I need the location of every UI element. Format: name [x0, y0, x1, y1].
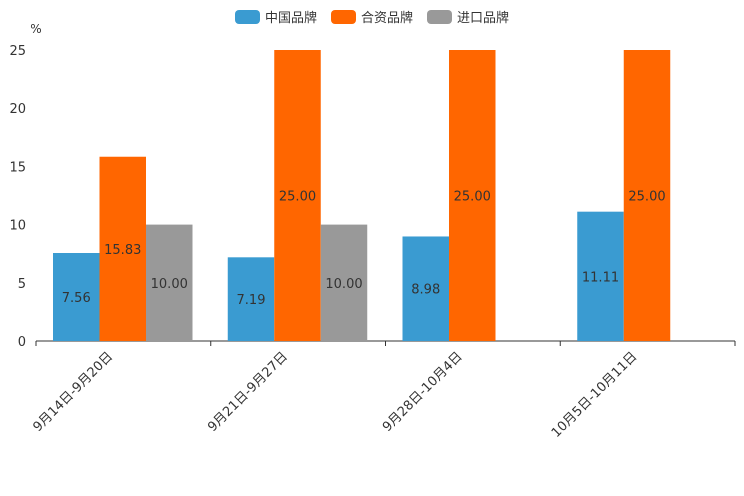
- data-label: 8.98: [411, 283, 440, 298]
- bar: [623, 50, 671, 341]
- legend-item-import-brand[interactable]: 进口品牌: [427, 7, 509, 26]
- x-tick-label: 9月28日-10月4日: [380, 349, 466, 435]
- bar: [274, 50, 321, 341]
- legend-label-import-brand: 进口品牌: [457, 11, 510, 26]
- bar: [449, 50, 496, 341]
- data-label: 25.00: [454, 190, 491, 205]
- data-label: 7.56: [62, 291, 91, 306]
- legend-item-joint-venture-brand[interactable]: 合资品牌: [330, 7, 413, 26]
- bar: [577, 211, 624, 341]
- y-tick-label: 10: [9, 219, 26, 234]
- y-tick-label: 20: [9, 102, 26, 117]
- legend-swatch-joint-venture-brand: [330, 9, 356, 24]
- bar: [146, 224, 193, 341]
- y-tick-label: 15: [9, 160, 26, 175]
- legend-label-china-brand: 中国品牌: [264, 11, 317, 26]
- legend-swatch-china-brand: [234, 9, 260, 24]
- x-tick-label: 10月5日-10月11日: [549, 349, 641, 441]
- legend-swatch-import-brand: [427, 9, 452, 24]
- y-tick-label: 0: [18, 335, 26, 350]
- bar: [53, 253, 100, 341]
- data-label: 7.19: [237, 293, 266, 308]
- x-tick-label: 9月14日-9月20日: [30, 349, 116, 435]
- bar: [227, 257, 275, 341]
- bar: [402, 236, 449, 341]
- y-tick-label: 25: [9, 44, 26, 59]
- data-label: 10.00: [325, 277, 362, 292]
- x-tick-label: 9月21日-9月27日: [205, 349, 291, 435]
- legend-item-china-brand[interactable]: 中国品牌: [234, 7, 317, 26]
- y-tick-label: 5: [18, 277, 26, 292]
- data-label: 11.11: [582, 270, 619, 285]
- y-axis-unit-label: %: [30, 22, 41, 36]
- bar: [320, 224, 368, 341]
- data-label: 25.00: [628, 190, 665, 205]
- data-label: 15.83: [104, 243, 141, 258]
- data-label: 10.00: [151, 277, 188, 292]
- bar: [99, 156, 146, 341]
- data-label: 25.00: [279, 190, 316, 205]
- legend-label-joint-venture-brand: 合资品牌: [360, 11, 413, 26]
- chart-legend: 中国品牌 合资品牌 进口品牌: [0, 7, 744, 26]
